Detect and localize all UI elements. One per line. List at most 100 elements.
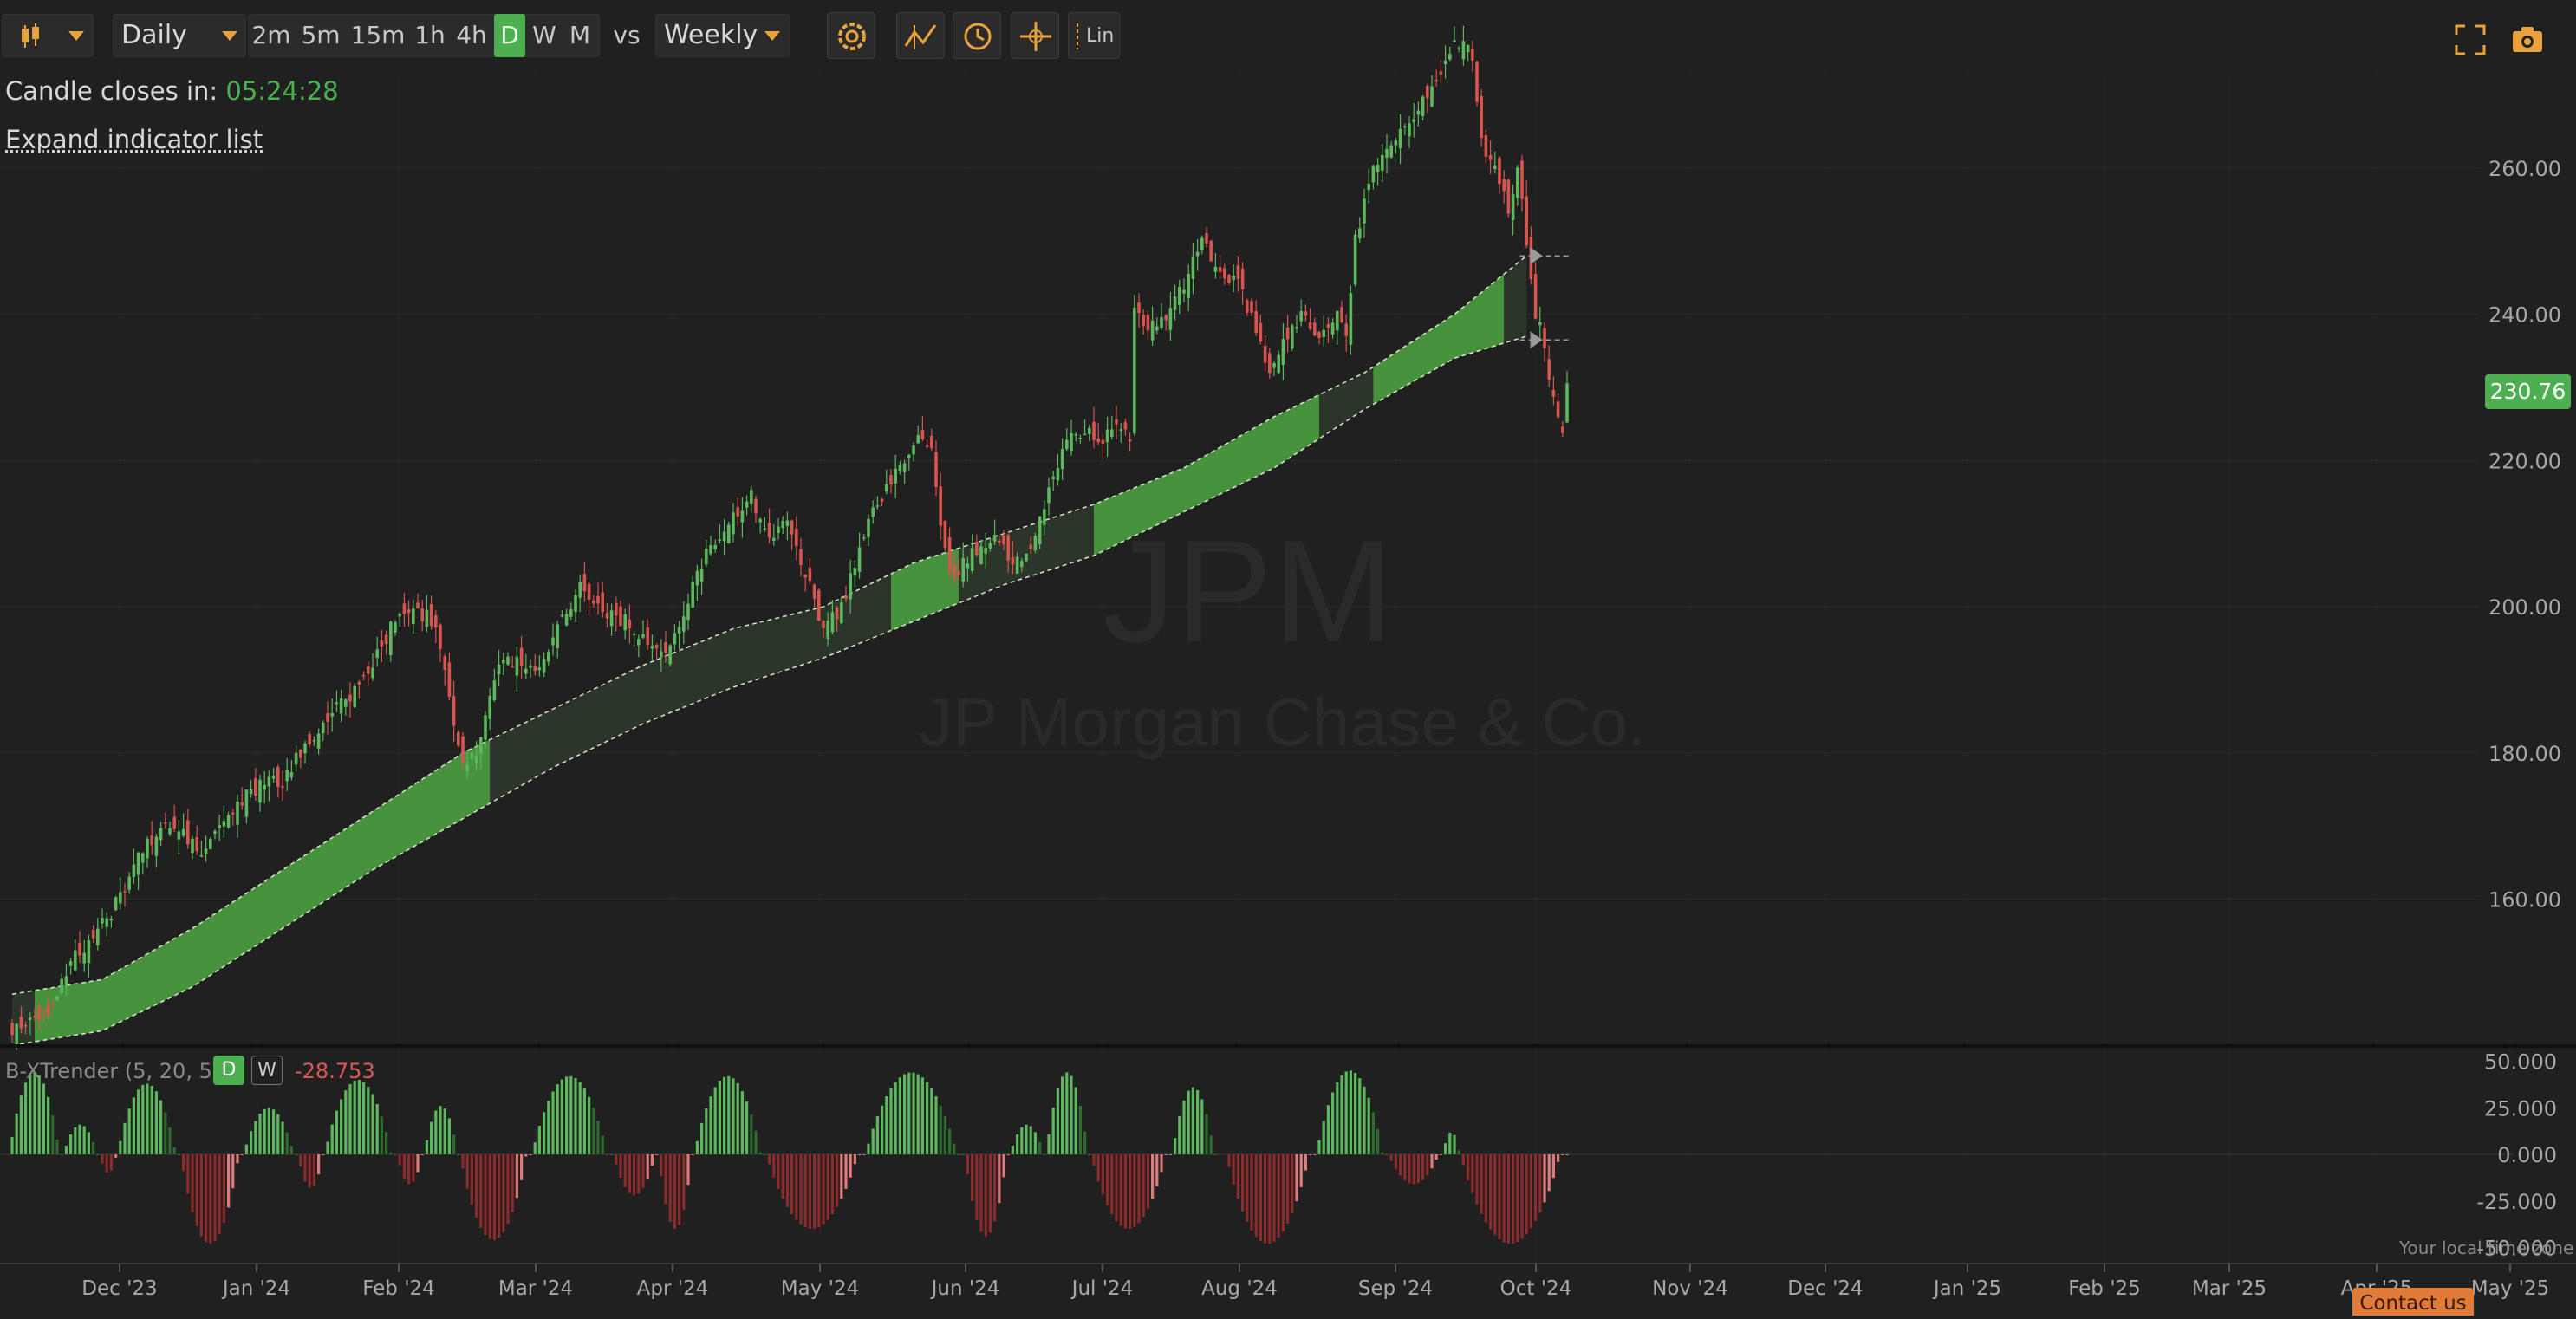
oscillator-bar bbox=[506, 1154, 509, 1224]
oscillator-bar bbox=[335, 1110, 338, 1154]
camera-icon[interactable] bbox=[2510, 23, 2545, 57]
candle-body bbox=[705, 549, 708, 564]
contact-us-button[interactable]: Contact us bbox=[2352, 1288, 2474, 1316]
oscillator-bar bbox=[493, 1154, 496, 1240]
timeframe-d[interactable]: D bbox=[494, 14, 525, 57]
chart-toolbar: Daily 2m 5m 15m 1h 4h D W M vs Weekly bbox=[0, 0, 2576, 73]
candle-body bbox=[1129, 439, 1132, 441]
oscillator-bar bbox=[1543, 1154, 1545, 1202]
oscillator-bar bbox=[1187, 1091, 1190, 1154]
candle-body bbox=[281, 786, 284, 788]
indicator-tag-d[interactable]: D bbox=[213, 1056, 244, 1085]
oscillator-bar bbox=[1061, 1076, 1064, 1154]
candle-body bbox=[416, 602, 420, 608]
oscillator-bar bbox=[569, 1076, 572, 1154]
oscillator-bar bbox=[344, 1090, 347, 1154]
candle-body bbox=[1237, 265, 1240, 278]
crosshair-button[interactable] bbox=[1011, 12, 1059, 59]
oscillator-bar bbox=[434, 1110, 437, 1154]
oscillator-bar bbox=[1313, 1154, 1316, 1155]
candle-body bbox=[903, 464, 907, 472]
candle-body bbox=[736, 507, 739, 516]
oscillator-bar bbox=[101, 1154, 103, 1164]
candle-body bbox=[313, 740, 316, 742]
candle-body bbox=[448, 663, 452, 697]
timeframe-15m[interactable]: 15m bbox=[350, 14, 406, 57]
candle-body bbox=[836, 608, 839, 620]
oscillator-bar bbox=[1331, 1092, 1334, 1154]
candle-body bbox=[921, 430, 925, 439]
candle-body bbox=[1147, 315, 1150, 330]
oscillator-bar bbox=[867, 1144, 869, 1154]
oscillator-bar bbox=[92, 1142, 94, 1154]
indicator-label[interactable]: B-XTrender (5, 20, 5) bbox=[5, 1056, 220, 1087]
oscillator-bar bbox=[1079, 1106, 1082, 1154]
fullscreen-icon[interactable] bbox=[2453, 23, 2488, 57]
candle-body bbox=[813, 585, 816, 599]
oscillator-bar bbox=[1448, 1133, 1451, 1154]
candle-body bbox=[394, 622, 397, 632]
price-axis[interactable]: 260.00 240.00 220.00 200.00 180.00 160.00 bbox=[2488, 157, 2561, 913]
oscillator-bar bbox=[354, 1081, 356, 1154]
oscillator-bar bbox=[556, 1084, 559, 1154]
oscillator-bar bbox=[268, 1108, 270, 1154]
timeframe-1h[interactable]: 1h bbox=[411, 14, 449, 57]
oscillator-bar bbox=[777, 1154, 779, 1189]
candle-body bbox=[223, 821, 226, 826]
settings-button[interactable] bbox=[827, 12, 875, 59]
oscillator-bar bbox=[394, 1154, 396, 1155]
candle-body bbox=[899, 465, 902, 471]
oscillator-bar bbox=[1530, 1154, 1532, 1228]
time-tick-label: Apr '24 bbox=[637, 1277, 709, 1300]
timeframe-5m[interactable]: 5m bbox=[298, 14, 343, 57]
timeframe-w[interactable]: W bbox=[529, 14, 560, 57]
oscillator-bar bbox=[299, 1154, 302, 1166]
oscillator-bar bbox=[231, 1154, 234, 1188]
candle-body bbox=[371, 667, 374, 678]
scale-button[interactable]: Lin bbox=[1068, 12, 1120, 59]
candle-body bbox=[1137, 302, 1141, 313]
oscillator-bar bbox=[38, 1075, 41, 1154]
candle-body bbox=[186, 820, 190, 844]
oscillator-bar bbox=[809, 1154, 811, 1229]
candle-body bbox=[768, 523, 771, 537]
candle-body bbox=[20, 1017, 23, 1028]
timeframe-m[interactable]: M bbox=[563, 14, 596, 57]
candle-body bbox=[1395, 140, 1398, 146]
time-tick-label: Jun '24 bbox=[930, 1277, 1000, 1300]
candle-body bbox=[426, 610, 429, 627]
oscillator-bar bbox=[606, 1154, 608, 1155]
candle-body bbox=[37, 1006, 41, 1019]
candle-body bbox=[1192, 257, 1195, 279]
candle-body bbox=[96, 929, 100, 945]
indicators-button[interactable] bbox=[896, 12, 945, 59]
oscillator-bar bbox=[281, 1121, 283, 1154]
candle-body bbox=[1336, 311, 1339, 331]
clock-button[interactable] bbox=[953, 12, 1001, 59]
candle-body bbox=[24, 1025, 28, 1027]
timeframe-2m[interactable]: 2m bbox=[251, 14, 291, 57]
chart-type-select[interactable] bbox=[2, 14, 94, 57]
candle-body bbox=[1344, 323, 1348, 335]
oscillator-bar bbox=[750, 1114, 752, 1154]
timeframe-4h[interactable]: 4h bbox=[452, 14, 491, 57]
candle-body bbox=[939, 486, 942, 525]
oscillator-bar bbox=[754, 1131, 757, 1154]
oscillator-bar bbox=[128, 1108, 131, 1154]
oscillator-bar bbox=[1565, 1154, 1568, 1155]
time-axis[interactable]: Dec '23 Jan '24 Feb '24 Mar '24 Apr '24 May '… bbox=[81, 1264, 2549, 1300]
oscillator-bar bbox=[381, 1116, 383, 1154]
expand-indicator-link[interactable]: Expand indicator list bbox=[5, 125, 263, 154]
candle-body bbox=[682, 616, 686, 631]
indicator-tag-w[interactable]: W bbox=[251, 1056, 283, 1085]
candle-body bbox=[398, 614, 401, 616]
candle-body bbox=[885, 484, 888, 492]
candle-body bbox=[105, 918, 108, 926]
oscillator-bar bbox=[119, 1141, 121, 1154]
candle-body bbox=[452, 696, 456, 726]
oscillator-bar bbox=[200, 1154, 203, 1237]
oscillator-bar bbox=[1381, 1153, 1383, 1154]
oscillator-bar bbox=[641, 1154, 644, 1188]
time-tick-label: Mar '25 bbox=[2192, 1277, 2267, 1300]
